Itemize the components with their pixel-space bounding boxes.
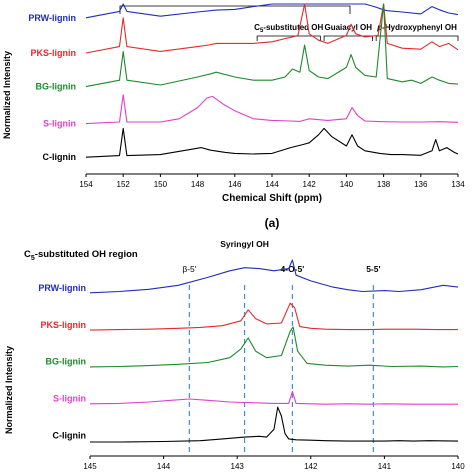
series-label-c-lignin: C-lignin [53,430,87,440]
panel-a-chart: 154 152 150 148 146 144 142 140 138 136 134 C5-sub… [2,3,465,230]
panel-b-x-ticks: 145 144 143 142 141 140 [83,456,465,471]
series-line-prw-lignin [89,259,459,294]
series-label-pks-lignin: PKS-lignin [31,48,77,58]
x-tick-label: 140 [340,180,354,189]
x-tick-label: 152 [117,180,131,189]
panel-b-chart: 145 144 143 142 141 140 β-5' Syringyl OH 4-O-5'… [4,239,465,471]
x-tick-label: 142 [304,462,318,471]
panel-a-x-axis-label: Chemical Shift (ppm) [222,193,322,204]
x-tick-label: 154 [79,180,93,189]
region-label: p-Hydroxyphenyl OH [376,23,457,32]
panel-b-title: C5-substituted OH region [24,249,138,262]
series-line-c-lignin [85,127,459,158]
panel-b-reference-lines: β-5' Syringyl OH 4-O-5' 5-5' [182,239,381,456]
series-line-bg-lignin [85,3,459,88]
series-label-s-lignin: S-lignin [43,119,76,129]
x-tick-label: 144 [265,180,279,189]
panel-b-series-labels: PRW-lignin PKS-lignin BG-lignin S-lignin C-l… [38,283,86,440]
panel-a-label: (a) [265,216,280,230]
reference-line-label: 5-5' [366,264,380,274]
panel-a-x-ticks: 154 152 150 148 146 144 142 140 138 136 134 [79,174,465,189]
region-label: C5-substituted OH [254,23,323,34]
series-label-bg-lignin: BG-lignin [36,82,77,92]
panel-a-region-brackets: C5-substituted OH Guaiacyl OH p-Hydroxyphe… [119,5,459,41]
x-tick-label: 143 [231,462,245,471]
series-line-bg-lignin [89,326,459,368]
x-tick-label: 134 [451,180,465,189]
region-bracket [256,35,321,41]
series-line-pks-lignin [85,3,459,54]
panel-b-series [89,259,459,443]
x-tick-label: 142 [303,180,317,189]
x-tick-label: 146 [228,180,242,189]
x-tick-label: 148 [191,180,205,189]
region-label: Guaiacyl OH [324,23,372,32]
region-bracket [375,35,459,41]
series-label-c-lignin: C-lignin [43,152,77,162]
series-line-c-lignin [90,406,459,443]
reference-line-label: Syringyl OH [220,239,269,249]
region-bracket-top [119,5,351,14]
series-line-prw-lignin [85,3,459,19]
panel-b-y-axis-label: Normalized Intensity [4,346,14,434]
x-tick-label: 141 [378,462,392,471]
series-label-prw-lignin: PRW-lignin [38,283,86,293]
panel-a-series [85,3,459,158]
panel-a-y-axis-label: Normalized Intensity [2,51,12,139]
series-label-pks-lignin: PKS-lignin [41,320,87,330]
series-line-s-lignin [89,390,458,405]
reference-line-label: β-5' [182,264,196,274]
series-line-pks-lignin [89,302,458,331]
series-label-prw-lignin: PRW-lignin [28,13,76,23]
x-tick-label: 140 [451,462,465,471]
x-tick-label: 138 [377,180,391,189]
series-label-bg-lignin: BG-lignin [46,357,87,367]
x-tick-label: 144 [157,462,171,471]
series-label-s-lignin: S-lignin [53,394,86,404]
panel-a-series-labels: PRW-lignin PKS-lignin BG-lignin S-lignin C-l… [28,13,76,162]
reference-line-label: 4-O-5' [281,264,305,274]
x-tick-label: 150 [154,180,168,189]
region-bracket [323,35,373,41]
series-line-s-lignin [85,94,459,125]
x-tick-label: 136 [414,180,428,189]
x-tick-label: 145 [83,462,97,471]
